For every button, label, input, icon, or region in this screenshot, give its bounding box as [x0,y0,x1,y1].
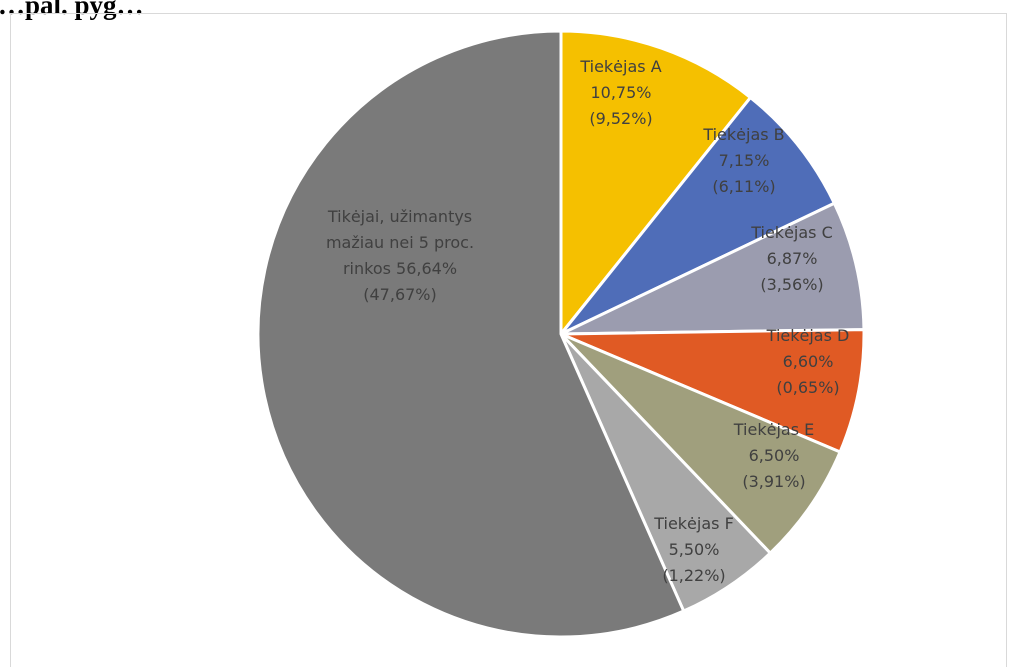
chart-frame [10,13,1007,667]
slice-label-4: Tiekėjas D 6,60% (0,65%) [766,326,850,397]
slice-label-line: (1,22%) [662,566,725,585]
slice-label-line: Tiekėjas A [579,57,661,76]
slice-label-line: 6,50% [749,446,800,465]
pie-slice-2 [559,96,836,336]
slice-label-line: rinkos 56,64% [343,259,457,278]
slice-label-5: Tiekėjas E 6,50% (3,91%) [733,420,814,491]
slice-label-line: (3,91%) [742,472,805,491]
slice-label-line: (6,11%) [712,177,775,196]
slice-label-line: (9,52%) [589,109,652,128]
slice-label-line: mažiau nei 5 proc. [326,233,474,252]
slice-label-line: (0,65%) [776,378,839,397]
slice-label-line: Tiekėjas D [766,326,850,345]
slice-label-3: Tiekėjas C 6,87% (3,56%) [750,223,833,294]
slice-label-line: Tiekėjas B [702,125,784,144]
slice-label-line: 6,60% [783,352,834,371]
slice-label-line: Tiekėjas F [653,514,734,533]
slice-label-6: Tiekėjas F 5,50% (1,22%) [653,514,734,585]
slice-label-line: Tiekėjas C [750,223,833,242]
slice-label-line: (47,67%) [363,285,437,304]
slice-label-line: Tikėjai, užimantys [327,207,472,226]
pie-slice-7 [256,29,686,639]
slice-label-line: (3,56%) [760,275,823,294]
slice-label-line: 7,15% [719,151,770,170]
slice-label-line: 5,50% [669,540,720,559]
slice-label-1: Tiekėjas A 10,75% (9,52%) [579,57,661,128]
pie-slice-3 [559,201,866,336]
slice-label-7: Tikėjai, užimantys mažiau nei 5 proc. rink… [326,207,474,304]
slice-label-line: Tiekėjas E [733,420,814,439]
slice-label-line: 10,75% [590,83,651,102]
pie-slice-1 [559,29,752,336]
slice-label-line: 6,87% [767,249,818,268]
pie-slice-5 [559,332,842,555]
section-heading: …pal. pyg… [0,0,144,20]
slice-label-2: Tiekėjas B 7,15% (6,11%) [702,125,784,196]
pie-slice-4 [559,328,866,454]
